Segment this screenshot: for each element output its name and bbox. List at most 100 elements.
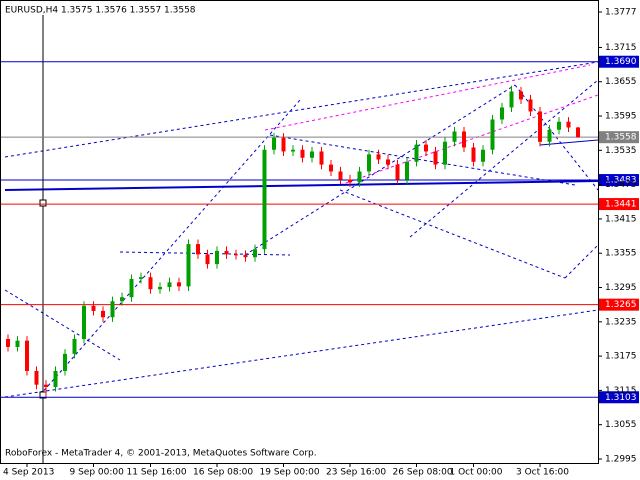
candle-body: [186, 244, 191, 287]
candle-body: [243, 254, 248, 258]
candle-body: [405, 161, 409, 180]
candle-body: [205, 254, 210, 265]
level-label-box: [599, 391, 639, 404]
candle-body: [177, 282, 181, 287]
x-tick-label: 16 Sep 08:00: [193, 468, 253, 478]
x-tick-label: 26 Sep 08:00: [393, 468, 453, 478]
candle-body: [253, 249, 257, 258]
trend-line: [409, 79, 599, 238]
candle-body: [462, 131, 466, 148]
trend-line: [264, 64, 591, 131]
candle-body: [481, 149, 485, 162]
candle-body: [34, 370, 39, 385]
candle-body: [120, 297, 124, 302]
y-tick-label: 1.3655: [605, 77, 637, 87]
candle-body: [528, 99, 533, 112]
x-tick-label: 19 Sep 00:00: [260, 468, 320, 478]
level-label: 1.3483: [605, 176, 637, 186]
candle-body: [281, 137, 286, 152]
candle-body: [452, 131, 457, 142]
candle-body: [101, 310, 105, 318]
candle-body: [6, 338, 10, 347]
level-label-box: [599, 131, 639, 144]
trend-line: [4, 289, 121, 361]
candle-body: [414, 144, 419, 162]
footnote: RoboForex - MetaTrader 4, © 2001-2013, M…: [5, 449, 317, 459]
candle-body: [538, 111, 542, 142]
candle-body: [167, 282, 172, 287]
trend-lines: [4, 15, 599, 463]
candle-body: [348, 179, 352, 183]
y-tick-label: 1.3235: [605, 317, 637, 327]
candle-body: [272, 137, 276, 150]
candle-body: [329, 164, 333, 172]
trend-line: [4, 180, 599, 191]
candle-body: [547, 129, 552, 142]
y-tick-label: 1.3535: [605, 146, 637, 156]
y-tick-label: 1.3715: [605, 43, 637, 53]
candle-body: [376, 154, 381, 160]
candle-body: [262, 149, 267, 250]
trend-line: [4, 61, 599, 158]
candle-body: [395, 164, 400, 180]
level-label: 1.3103: [605, 393, 637, 403]
candle-body: [576, 127, 580, 138]
candle-body: [234, 254, 238, 256]
y-tick-label: 1.3115: [605, 386, 637, 396]
level-label: 1.3265: [605, 300, 637, 310]
y-tick-label: 1.2995: [605, 454, 637, 464]
level-label: 1.3690: [605, 57, 637, 67]
trend-line: [564, 244, 599, 279]
trend-line: [119, 251, 291, 256]
candle-body: [338, 171, 343, 180]
y-tick-label: 1.3475: [605, 180, 637, 190]
level-label-box: [599, 198, 639, 211]
candle-body: [72, 338, 77, 354]
plot-frame: [0, 0, 599, 464]
axes: 1.37771.37151.36551.35951.35351.34751.34…: [3, 8, 637, 478]
candle-body: [44, 384, 48, 387]
candle-body: [357, 171, 362, 183]
x-tick-label: 9 Sep 00:00: [70, 468, 125, 478]
levels: 1.3690 1.3558 1.3483 1.3441 1.3265 1.3103: [0, 55, 639, 404]
candle-body: [566, 121, 571, 128]
y-tick-label: 1.3355: [605, 249, 637, 259]
candle-body: [291, 149, 295, 152]
candles: [6, 85, 580, 397]
y-tick-label: 1.3777: [605, 8, 637, 18]
level-label: 1.3441: [605, 200, 637, 210]
candle-body: [500, 107, 504, 120]
candle-body: [433, 151, 438, 165]
candle-body: [110, 301, 115, 318]
candle-body: [148, 277, 153, 290]
candle-body: [53, 370, 58, 387]
trend-line: [4, 309, 599, 398]
y-tick-label: 1.3175: [605, 352, 637, 362]
x-tick-label: 23 Sep 16:00: [326, 468, 386, 478]
candle-body: [557, 121, 561, 130]
trend-line: [339, 189, 566, 279]
x-tick-label: 1 Oct 00:00: [450, 468, 503, 478]
candle-body: [15, 340, 20, 347]
candle-body: [424, 144, 428, 152]
anchor-point: [39, 199, 47, 207]
candle-body: [139, 277, 143, 279]
candle-body: [443, 141, 447, 165]
chart-title: EURUSD,H4 1.3575 1.3576 1.3557 1.3558: [5, 6, 196, 16]
x-tick-label: 4 Sep 2013: [3, 468, 54, 478]
y-tick-label: 1.3595: [605, 112, 637, 122]
level-label: 1.3558: [605, 133, 637, 143]
candle-body: [91, 305, 96, 311]
trend-line: [244, 84, 516, 256]
candle-body: [215, 250, 219, 265]
candle-body: [471, 147, 476, 162]
candle-body: [509, 91, 514, 108]
y-tick-label: 1.3295: [605, 283, 637, 293]
candle-body: [490, 119, 495, 150]
level-label-box: [599, 174, 639, 187]
candle-body: [82, 305, 86, 339]
candle-body: [224, 250, 229, 255]
candle-body: [319, 151, 324, 165]
candle-body: [519, 91, 523, 100]
